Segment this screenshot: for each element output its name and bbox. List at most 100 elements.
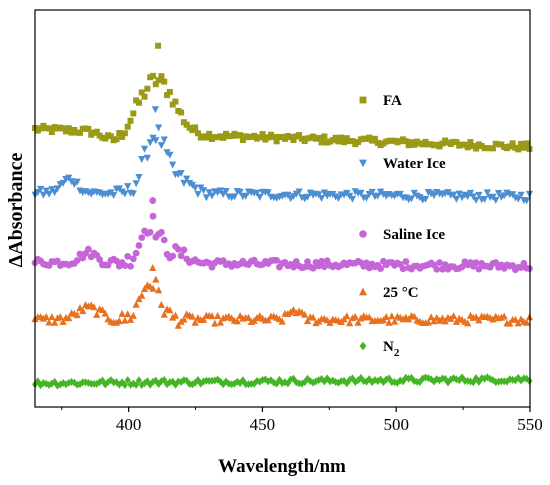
data-point xyxy=(110,192,118,200)
legend-item: Water Ice xyxy=(359,156,446,172)
data-point xyxy=(335,138,342,145)
data-point xyxy=(160,236,168,244)
data-point xyxy=(113,257,120,265)
data-point xyxy=(343,312,351,320)
data-point xyxy=(140,145,149,153)
data-point xyxy=(467,139,474,146)
data-point xyxy=(119,133,126,140)
data-point xyxy=(160,136,168,144)
series-water-ice xyxy=(31,106,534,205)
data-point xyxy=(85,125,92,132)
data-point xyxy=(149,197,157,204)
data-point xyxy=(256,134,263,141)
data-point xyxy=(304,258,311,266)
data-point xyxy=(214,311,222,319)
data-point xyxy=(494,189,503,197)
data-point xyxy=(366,134,373,141)
data-point xyxy=(65,125,72,132)
data-point xyxy=(59,179,67,187)
data-point xyxy=(382,312,390,320)
data-point xyxy=(138,234,146,242)
data-point xyxy=(45,318,53,326)
data-point xyxy=(124,376,131,385)
data-point xyxy=(303,193,312,201)
data-point xyxy=(53,185,62,193)
data-point xyxy=(143,154,151,162)
data-point xyxy=(466,189,475,197)
data-point xyxy=(126,315,135,323)
data-point xyxy=(158,228,165,236)
data-point xyxy=(180,315,188,323)
x-tick-label: 400 xyxy=(116,415,142,434)
legend-marker xyxy=(359,230,367,238)
data-point xyxy=(192,124,199,131)
plot-frame xyxy=(34,9,531,408)
legend-item: N2 xyxy=(359,339,400,359)
data-point xyxy=(506,143,513,150)
data-point xyxy=(317,194,326,202)
data-point xyxy=(73,178,81,186)
data-point xyxy=(424,318,432,326)
data-point xyxy=(480,195,489,203)
data-point xyxy=(518,140,525,147)
data-point xyxy=(135,99,142,106)
data-point xyxy=(402,138,409,145)
data-point xyxy=(65,314,73,322)
data-point xyxy=(84,245,92,253)
data-point xyxy=(135,242,143,249)
data-point xyxy=(208,192,216,200)
data-point xyxy=(169,161,177,169)
series-n2 xyxy=(32,373,533,390)
data-point xyxy=(278,317,286,325)
data-point xyxy=(140,285,149,293)
data-point xyxy=(475,191,483,199)
data-point xyxy=(144,85,151,92)
data-point xyxy=(166,89,173,96)
legend-marker xyxy=(359,96,367,104)
legend-marker xyxy=(359,287,367,296)
series-fa xyxy=(32,42,533,153)
data-point xyxy=(320,263,328,271)
data-point xyxy=(129,190,137,198)
data-point xyxy=(318,257,325,265)
data-point xyxy=(127,117,134,124)
data-point xyxy=(233,317,241,325)
data-point xyxy=(259,131,266,138)
data-point xyxy=(121,381,128,390)
data-point xyxy=(341,139,348,146)
data-point xyxy=(332,134,339,141)
legend-label: Water Ice xyxy=(383,156,446,172)
data-point xyxy=(177,170,185,178)
data-point xyxy=(178,109,185,116)
data-point xyxy=(121,130,128,137)
data-point xyxy=(194,190,202,198)
data-point xyxy=(172,98,179,105)
data-point xyxy=(166,306,174,314)
data-point xyxy=(152,81,159,88)
data-point xyxy=(388,312,396,320)
data-point xyxy=(273,138,280,145)
data-point xyxy=(48,129,55,136)
data-point xyxy=(405,142,412,149)
data-point xyxy=(199,315,208,323)
data-point xyxy=(98,306,107,314)
data-point xyxy=(363,259,370,267)
data-point xyxy=(59,317,67,325)
data-point xyxy=(464,144,471,151)
data-point xyxy=(188,312,196,320)
data-point xyxy=(348,195,357,203)
data-point xyxy=(296,132,303,139)
data-point xyxy=(239,137,246,144)
data-point xyxy=(183,121,190,128)
data-point xyxy=(121,190,129,198)
data-point xyxy=(270,133,277,140)
x-tick-label: 450 xyxy=(250,415,276,434)
data-point xyxy=(60,379,67,388)
x-tick-label: 500 xyxy=(383,415,409,434)
data-point xyxy=(79,307,87,315)
data-point xyxy=(523,140,530,147)
data-point xyxy=(458,263,466,271)
data-point xyxy=(157,300,166,308)
data-point xyxy=(334,195,343,203)
data-point xyxy=(121,262,129,269)
